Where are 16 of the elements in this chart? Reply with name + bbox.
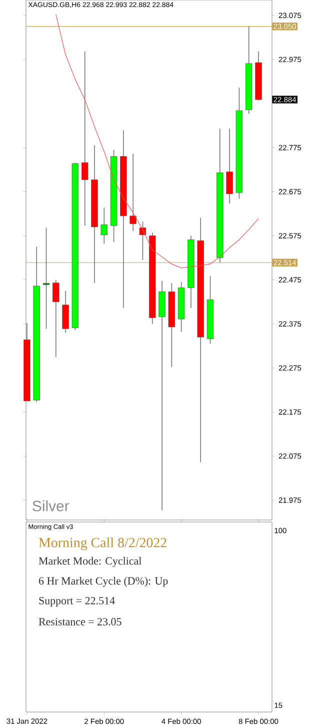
- candlestick: [42, 227, 50, 330]
- candlestick: [62, 290, 69, 334]
- candlestick: [130, 153, 136, 232]
- text: Resistance = 23.05: [38, 618, 122, 626]
- line-series: [56, 14, 259, 268]
- candlestick: [226, 128, 233, 204]
- candlestick: [158, 280, 166, 511]
- candlestick: [139, 221, 146, 260]
- text: Market Mode: Cyclical: [38, 556, 142, 567]
- candlestick: [100, 207, 108, 244]
- candlestick: [52, 279, 60, 358]
- candlestick: [81, 51, 88, 226]
- text: 6 Hr Market Cycle (D%): Up: [38, 576, 168, 587]
- text: Support = 22.514: [39, 597, 115, 607]
- annotation: Silver: [32, 500, 70, 512]
- text: Morning Call 8/2/2022: [38, 537, 166, 550]
